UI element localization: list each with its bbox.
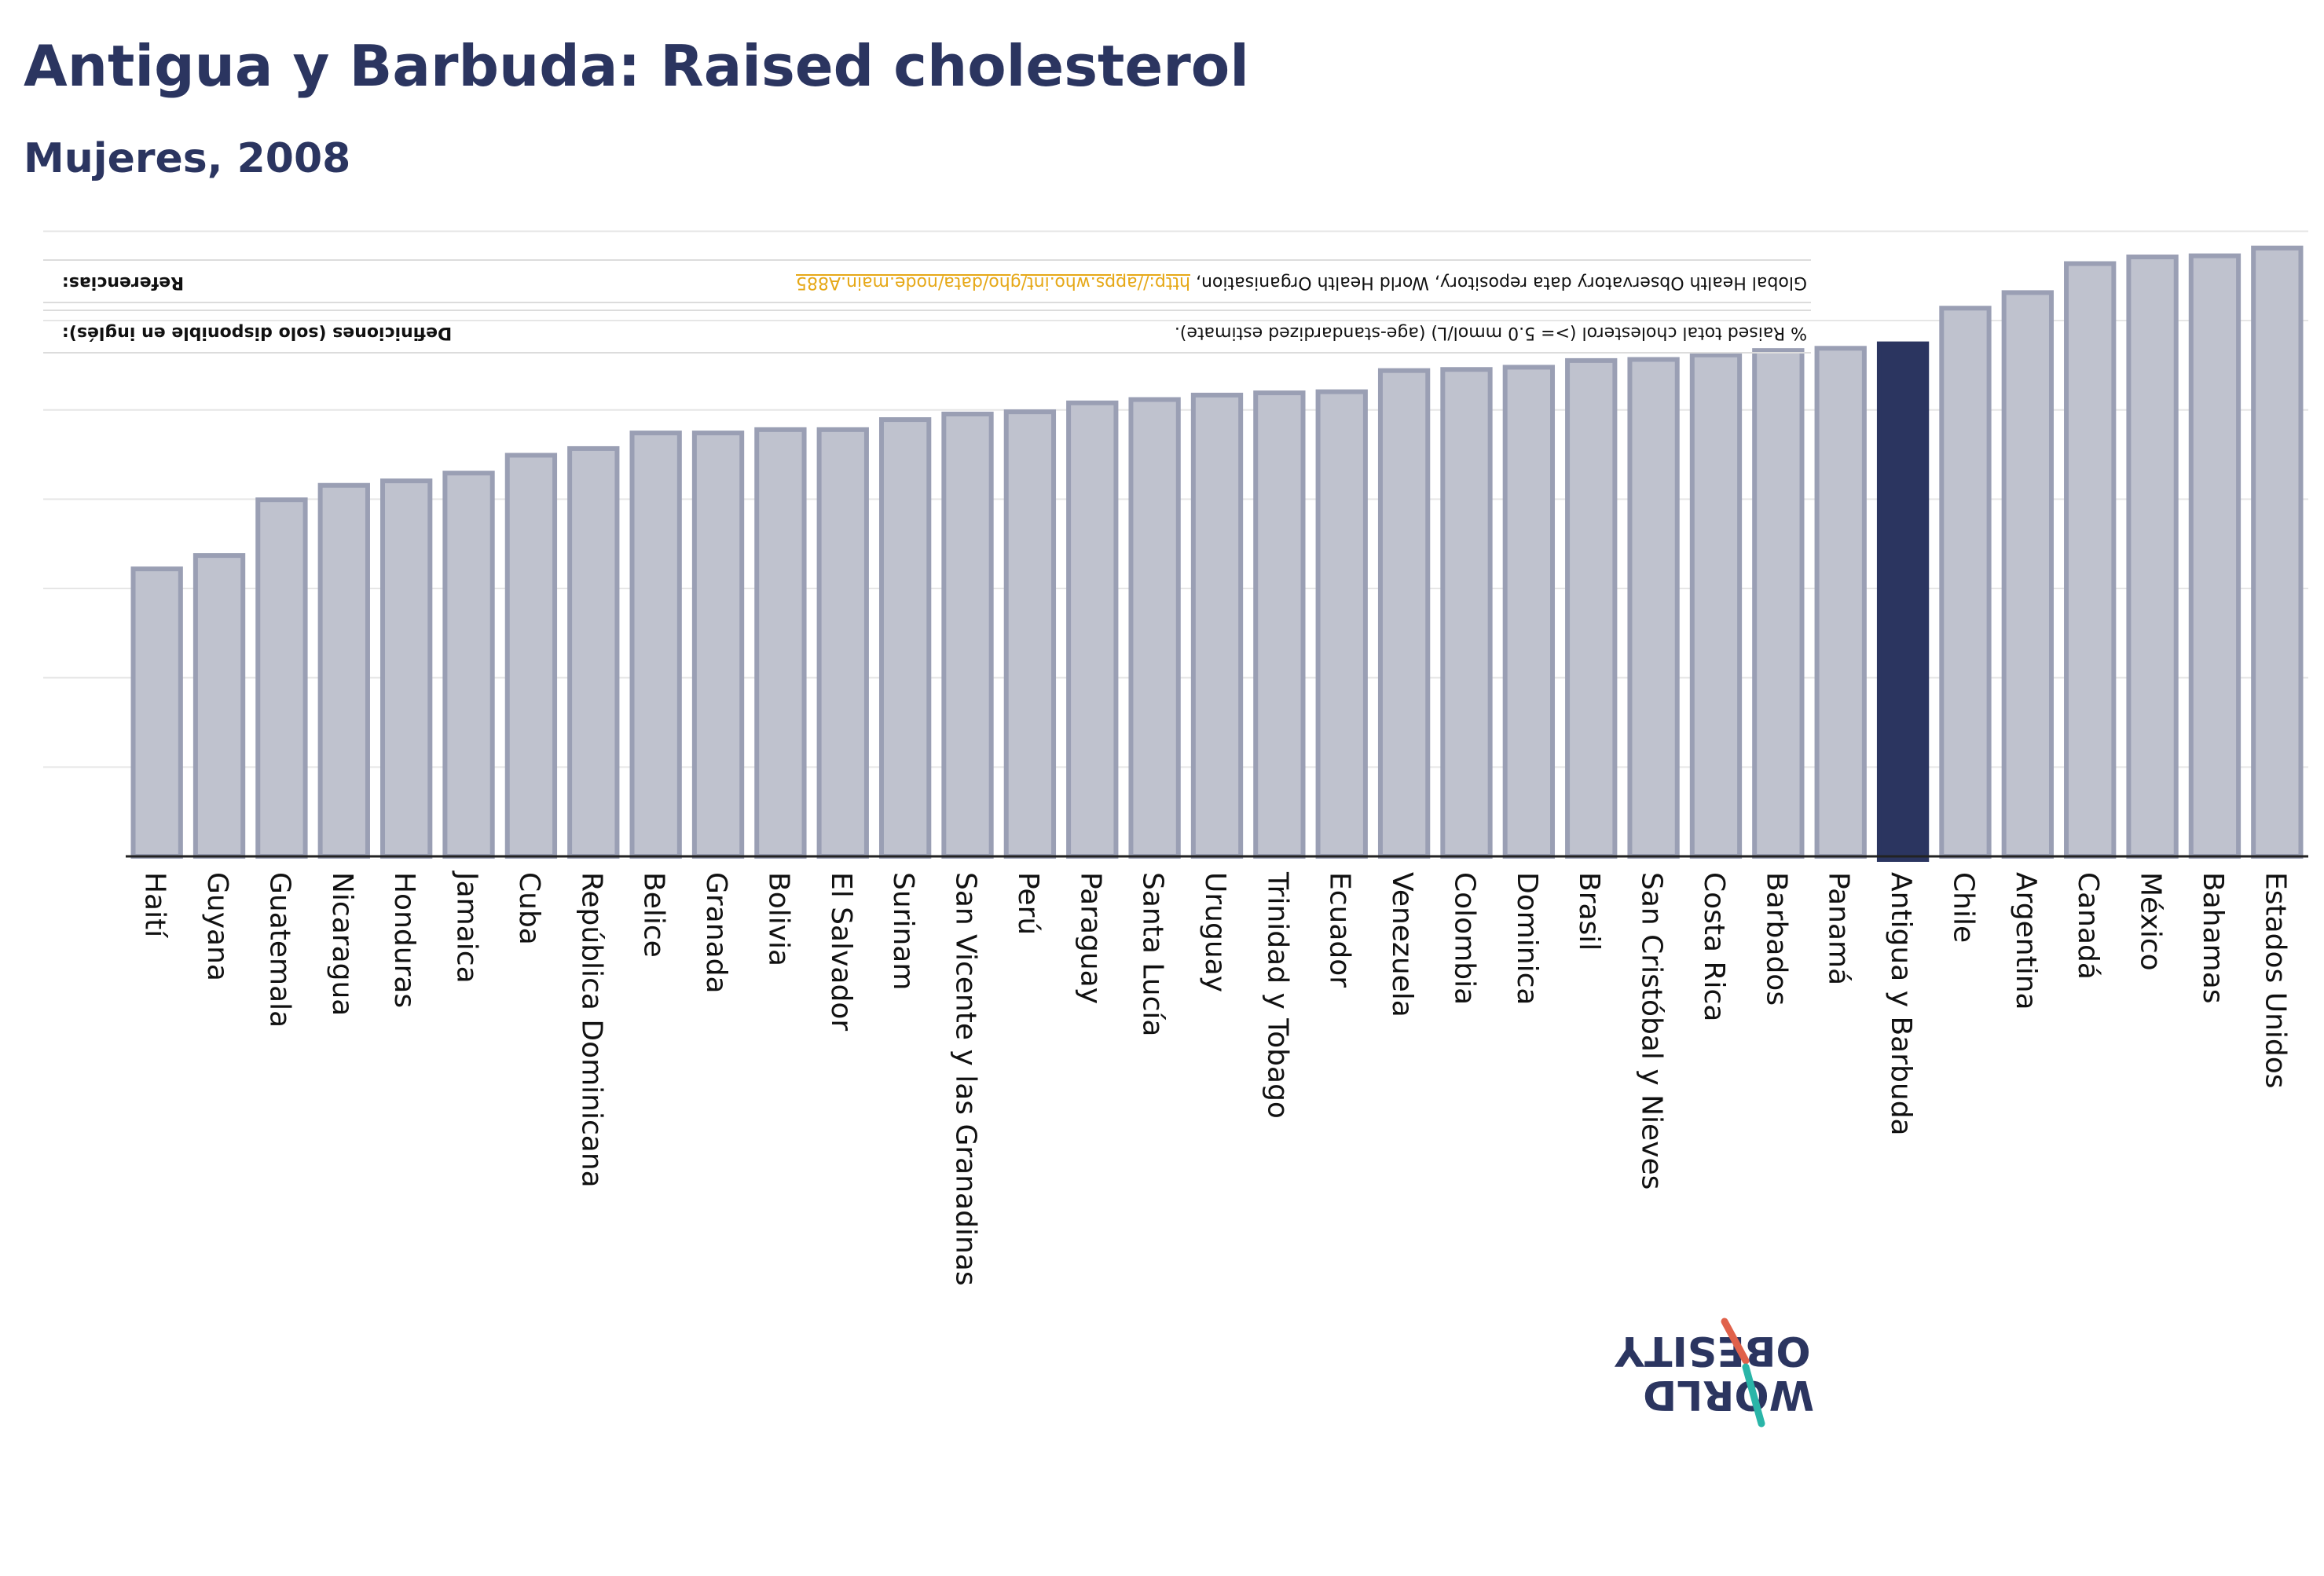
x-tick-label: Jamaica [451, 870, 483, 984]
x-tick-label: Cuba [513, 872, 545, 945]
logo-slash-red [1721, 1318, 1750, 1365]
logo-slash-teal [1742, 1363, 1765, 1428]
x-tick-label: Brasil [1573, 872, 1605, 951]
bar[interactable] [1128, 397, 1181, 859]
bar[interactable] [1752, 348, 1805, 859]
bar[interactable] [1003, 409, 1057, 859]
bar[interactable] [629, 431, 682, 859]
logo-text-obesity: OBESITY [1614, 1327, 1811, 1374]
bar[interactable] [754, 427, 807, 859]
bar[interactable] [1627, 357, 1680, 859]
x-tick-label: Antigua y Barbuda [1885, 872, 1917, 1136]
x-tick-label: Haití [139, 872, 171, 938]
x-tick-label: Panamá [1823, 872, 1855, 985]
x-tick-labels: Haití Guyana Guatemala Nicaragua Honduras Jam… [139, 870, 2292, 1286]
bar[interactable] [504, 453, 558, 859]
bar[interactable] [1190, 392, 1244, 859]
references-row: Referencias: Global Health Observatory d… [43, 259, 1811, 303]
x-tick-label: Belice [638, 872, 670, 958]
x-tick-label: Argentina [2010, 872, 2042, 1010]
references-source: Global Health Observatory data repositor… [1190, 273, 1807, 292]
x-tick-label: Guatemala [263, 872, 295, 1028]
world-obesity-logo: OBESITY WORLD [1614, 1318, 1814, 1428]
bar[interactable] [941, 411, 994, 859]
bar[interactable] [2064, 261, 2117, 859]
x-tick-label: Trinidad y Tobago [1261, 871, 1293, 1119]
bar[interactable] [1377, 368, 1431, 859]
x-tick-label: Santa Lucía [1137, 872, 1169, 1036]
x-tick-label: San Vicente y las Granadinas [950, 872, 982, 1286]
bar[interactable] [442, 471, 495, 859]
logo-text-world: WORLD [1643, 1371, 1814, 1418]
x-tick-label: El Salvador [825, 872, 857, 1031]
bar[interactable] [1502, 365, 1556, 859]
definitions-row: Definiciones (solo disponible en inglés)… [43, 310, 1811, 354]
bar[interactable] [1814, 346, 1867, 859]
bar[interactable] [1876, 341, 1930, 862]
bar[interactable] [2126, 255, 2179, 859]
bar[interactable] [130, 566, 183, 859]
x-tick-label: Chile [1947, 872, 1979, 943]
x-tick-label: Granada [700, 872, 732, 994]
x-tick-label: Dominica [1511, 872, 1543, 1006]
x-tick-label: Bolivia [762, 872, 794, 966]
bar[interactable] [1939, 306, 1992, 859]
bar[interactable] [2188, 253, 2242, 859]
x-tick-label: República Dominicana [575, 872, 607, 1188]
bar[interactable] [2001, 290, 2054, 859]
x-tick-label: Nicaragua [326, 872, 358, 1016]
bar[interactable] [1066, 400, 1119, 859]
x-tick-label: Bahamas [2197, 872, 2229, 1004]
x-tick-label: Paraguay [1074, 872, 1106, 1004]
definitions-text: % Raised total cholesterol (>= 5.0 mmol/… [1174, 323, 1807, 343]
x-tick-label: Costa Rica [1698, 872, 1730, 1021]
x-tick-label: Honduras [388, 872, 420, 1008]
x-tick-label: San Cristóbal y Nieves [1636, 872, 1668, 1189]
x-tick-label: Venezuela [1386, 872, 1418, 1017]
x-tick-label: Ecuador [1324, 872, 1356, 988]
bar[interactable] [878, 417, 932, 859]
x-tick-label: Surinam [887, 872, 919, 990]
x-tick-label: Barbados [1760, 872, 1792, 1006]
bar[interactable] [1253, 390, 1306, 859]
references-link[interactable]: http://apps.who.int/gho/data/node.main.A… [796, 273, 1191, 292]
references-label: Referencias: [62, 273, 185, 292]
bar[interactable] [255, 497, 308, 859]
bar[interactable] [1315, 389, 1368, 859]
footnotes: Definiciones (solo disponible en inglés)… [43, 244, 1811, 354]
x-tick-label: México [2135, 872, 2167, 971]
bar[interactable] [567, 445, 620, 859]
bar[interactable] [1689, 352, 1743, 859]
chart-title: Antigua y Barbuda: Raised cholesterol [24, 33, 1249, 99]
bar[interactable] [192, 553, 246, 859]
definitions-label: Definiciones (solo disponible en inglés)… [62, 323, 453, 343]
x-tick-label: Estados Unidos [2259, 872, 2291, 1089]
x-tick-label: Canadá [2072, 872, 2104, 980]
chart-subtitle: Mujeres, 2008 [24, 135, 351, 182]
bar[interactable] [2251, 245, 2304, 859]
bar[interactable] [691, 431, 745, 859]
x-tick-label: Guyana [201, 872, 233, 981]
bar[interactable] [1440, 367, 1493, 859]
x-tick-label: Uruguay [1199, 872, 1231, 992]
bar[interactable] [816, 427, 869, 859]
bar[interactable] [1565, 357, 1618, 859]
bar[interactable] [317, 482, 370, 859]
references-text: Global Health Observatory data repositor… [796, 273, 1807, 292]
x-tick-label: Colombia [1448, 872, 1480, 1005]
bar[interactable] [380, 478, 433, 859]
x-tick-label: Perú [1012, 872, 1044, 935]
bars [130, 245, 2304, 862]
